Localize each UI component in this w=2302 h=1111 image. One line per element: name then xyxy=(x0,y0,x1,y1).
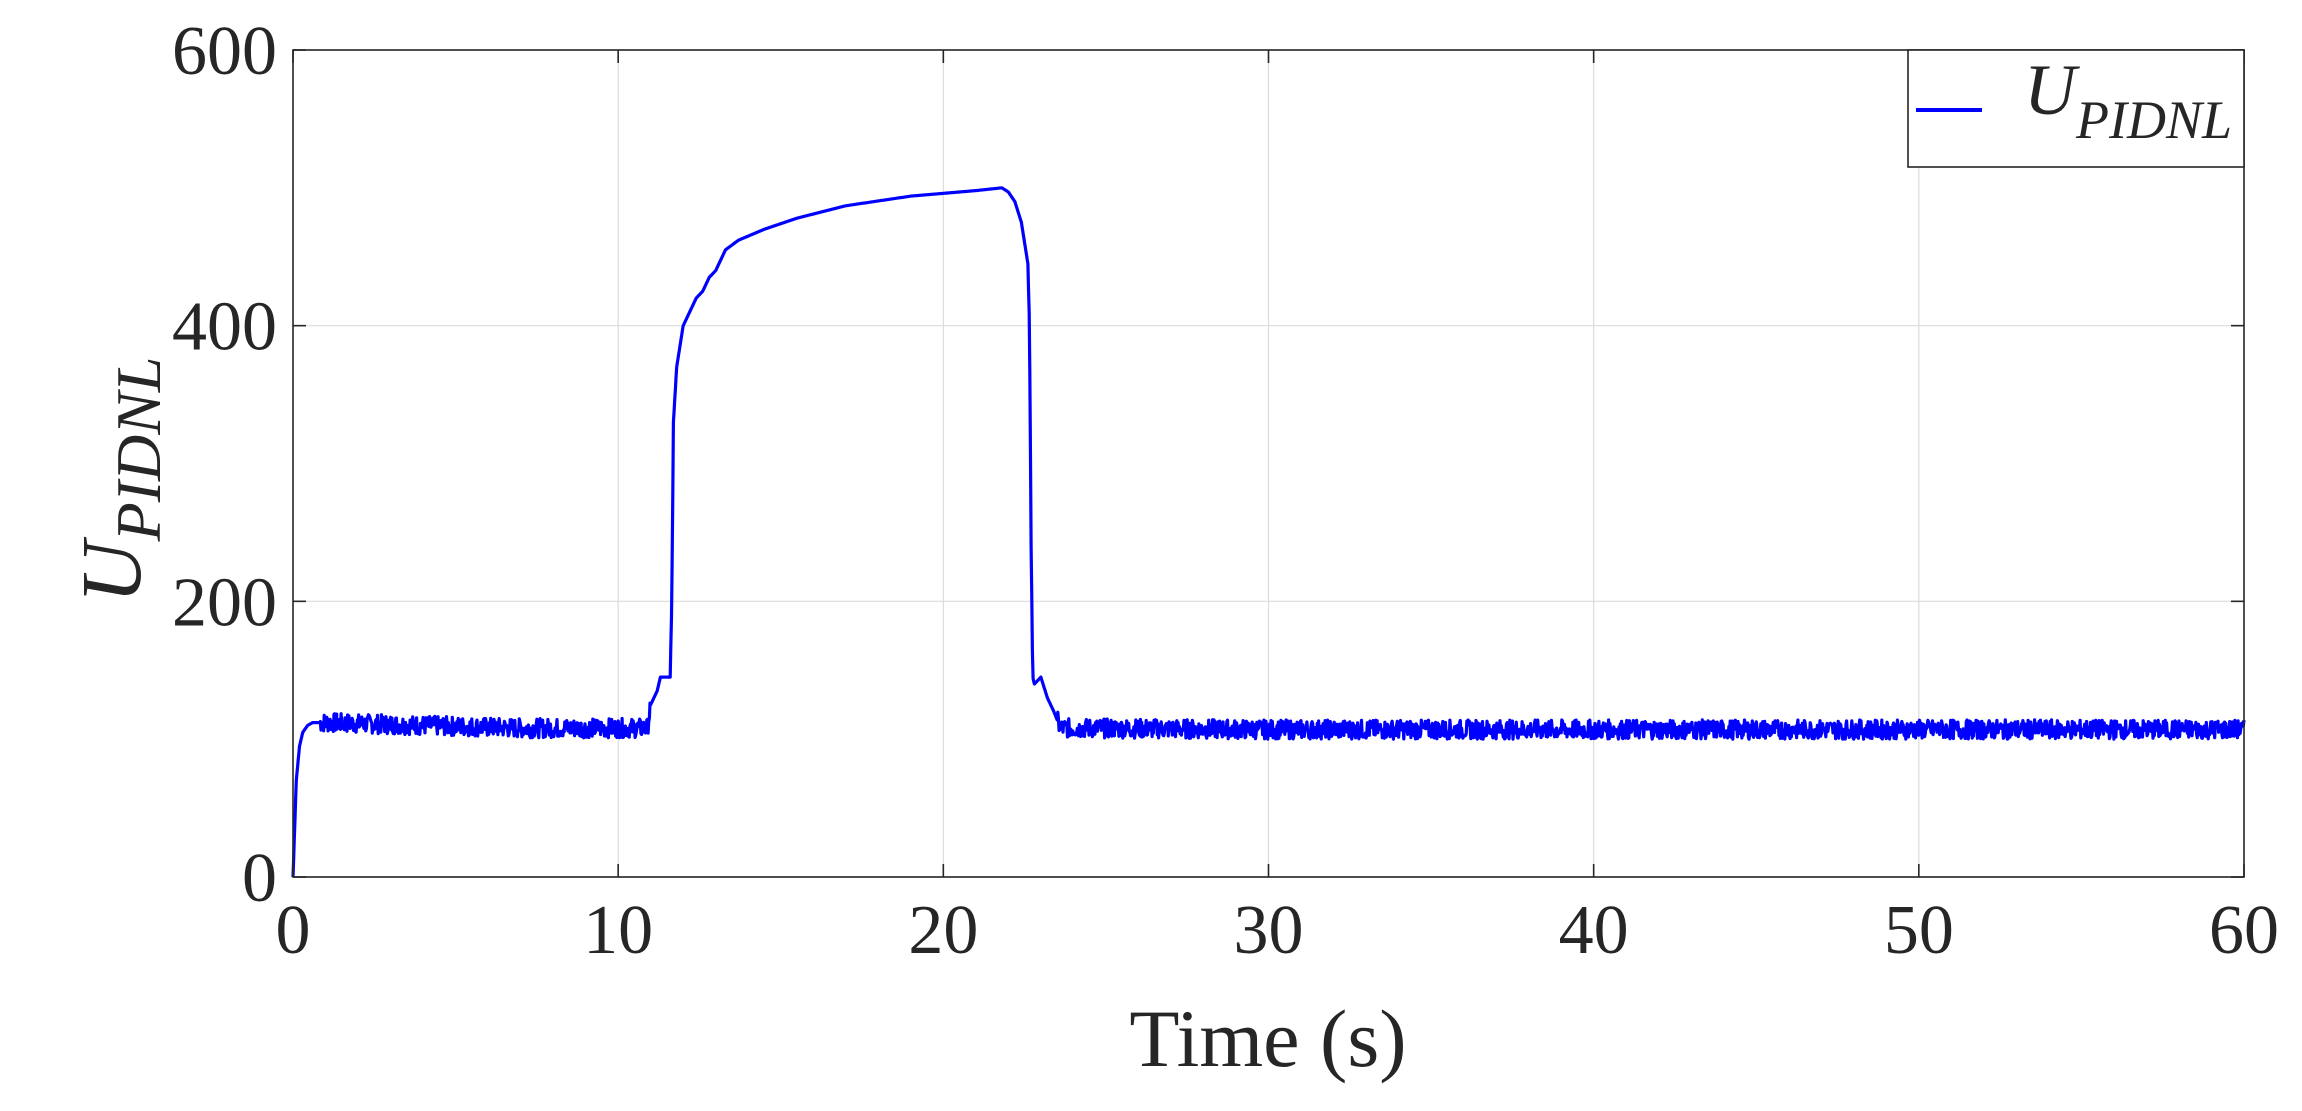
x-tick-label: 10 xyxy=(583,892,653,969)
x-tick-label: 30 xyxy=(1234,892,1304,969)
y-tick-label: 0 xyxy=(242,840,277,917)
y-tick-label: 400 xyxy=(172,289,277,366)
y-axis-title: UPIDNL xyxy=(63,356,174,603)
x-tick-label: 0 xyxy=(276,892,311,969)
x-axis-title: Time (s) xyxy=(1129,993,1406,1084)
y-tick-label: 200 xyxy=(172,564,277,641)
legend-label-main: U xyxy=(2024,50,2080,130)
y-axis-title-main: U xyxy=(63,537,159,604)
series-layer xyxy=(291,186,2246,878)
y-tick-label: 600 xyxy=(172,13,277,90)
legend: UPIDNL xyxy=(1907,49,2245,168)
svg-text:UPIDNL: UPIDNL xyxy=(63,356,174,603)
legend-label-subscript: PIDNL xyxy=(2075,90,2232,150)
svg-text:UPIDNL: UPIDNL xyxy=(2024,50,2232,150)
x-tick-label: 40 xyxy=(1559,892,1629,969)
x-tick-label: 60 xyxy=(2209,892,2279,969)
x-tick-label: 20 xyxy=(908,892,978,969)
y-axis-title-subscript: PIDNL xyxy=(103,356,174,542)
series-line xyxy=(291,186,2246,878)
x-tick-label: 50 xyxy=(1884,892,1954,969)
